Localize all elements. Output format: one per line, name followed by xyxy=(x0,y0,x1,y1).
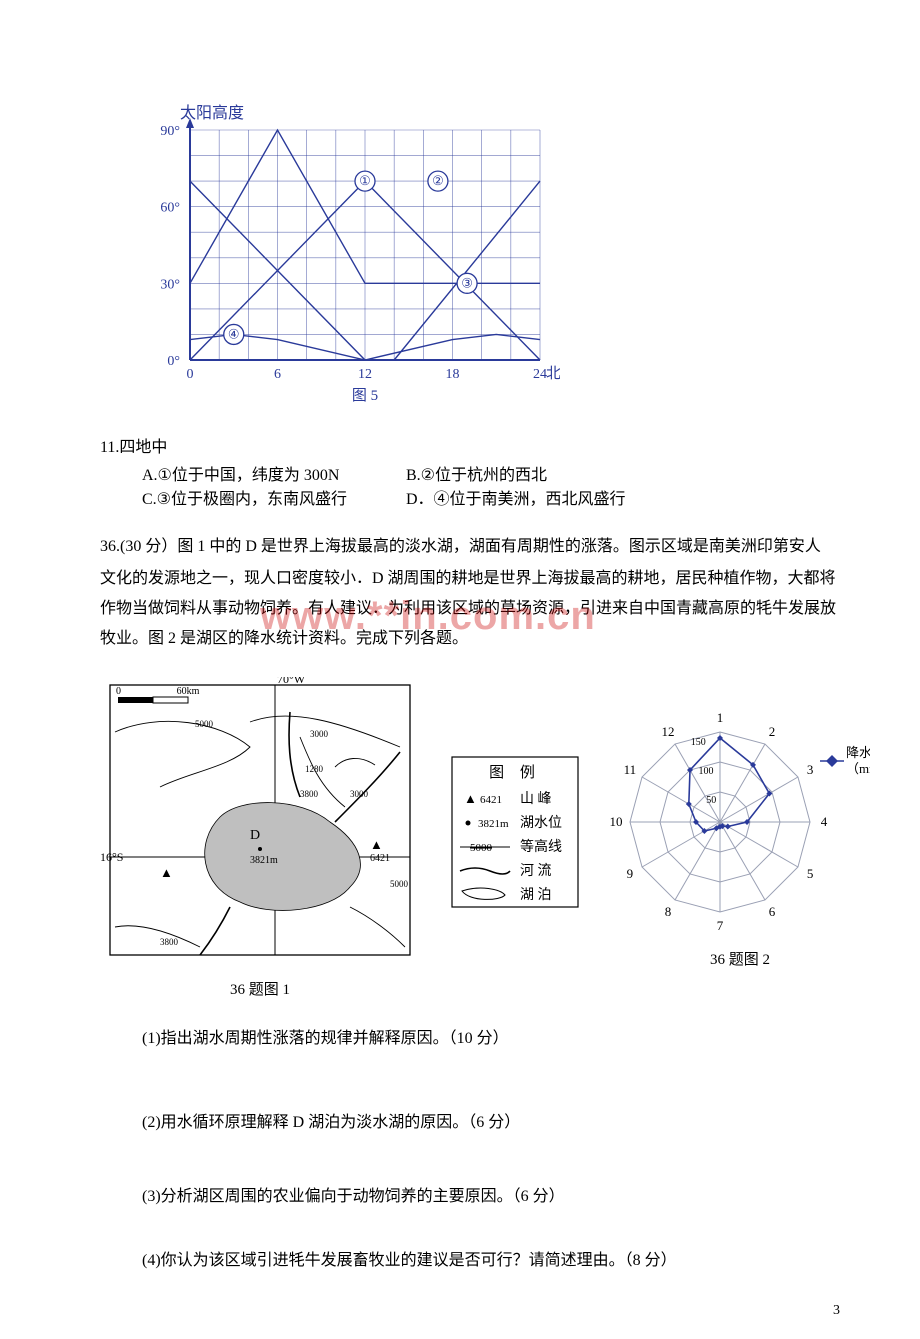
svg-text:12: 12 xyxy=(358,367,372,382)
q11-row1: A.①位于中国，纬度为 300N B.②位于杭州的西北 xyxy=(142,464,840,488)
q36-line2: 文化的发源地之一，现人口密度较小．D 湖周围的耕地是世界上海拔最高的耕地，居民种… xyxy=(100,564,840,655)
svg-text:④: ④ xyxy=(228,326,240,341)
svg-text:6: 6 xyxy=(769,904,776,919)
svg-text:D: D xyxy=(250,828,260,843)
svg-text:3000: 3000 xyxy=(350,789,369,799)
q11-row2: C.③位于极圈内，东南风盛行 D．④位于南美洲，西北风盛行 xyxy=(142,488,840,512)
svg-text:3800: 3800 xyxy=(160,937,179,947)
solar-altitude-chart: 太阳高度061218240°30°60°90°北京时间图 5①②③④ xyxy=(120,100,840,428)
svg-text:0: 0 xyxy=(187,367,194,382)
q36-sub1: (1)指出湖水周期性涨落的规律并解释原因。（10 分） xyxy=(142,1027,840,1051)
q11-optB: B.②位于杭州的西北 xyxy=(406,467,547,484)
svg-text:（mm）: （mm） xyxy=(846,761,870,776)
q11-number: 11. xyxy=(100,439,119,456)
q11-text: 四地中 xyxy=(119,439,167,456)
svg-text:山 峰: 山 峰 xyxy=(520,791,552,807)
svg-text:湖 泊: 湖 泊 xyxy=(520,887,552,903)
svg-text:90°: 90° xyxy=(160,124,180,139)
radar-caption: 36 题图 2 xyxy=(610,949,870,972)
svg-text:河 流: 河 流 xyxy=(520,863,552,879)
svg-text:150: 150 xyxy=(691,737,706,748)
q36-figures: 70°W16°S060kmD3821m▲▲6421500030001280380… xyxy=(100,677,840,1002)
svg-text:8: 8 xyxy=(665,904,672,919)
svg-text:等高线: 等高线 xyxy=(520,838,562,855)
svg-text:0: 0 xyxy=(116,686,121,697)
svg-text:▲: ▲ xyxy=(160,865,173,880)
q11-options: A.①位于中国，纬度为 300N B.②位于杭州的西北 C.③位于极圈内，东南风… xyxy=(142,464,840,512)
q36-legend: 图 例 ▲6421 山 峰 3821m 湖水位 5000 等高线河 流湖 泊 xyxy=(450,755,580,923)
q11-optC: C.③位于极圈内，东南风盛行 xyxy=(142,488,402,512)
svg-text:30°: 30° xyxy=(160,277,180,292)
svg-text:70°W: 70°W xyxy=(277,677,306,686)
svg-text:3821m: 3821m xyxy=(250,855,278,866)
q36-stem: 36.(30 分）图 1 中的 D 是世界上海拔最高的淡水湖，湖面有周期性的涨落… xyxy=(100,530,840,564)
svg-text:3: 3 xyxy=(807,762,814,777)
q36-line1: (30 分）图 1 中的 D 是世界上海拔最高的淡水湖，湖面有周期性的涨落。图示… xyxy=(120,538,821,555)
q36-sub2: (2)用水循环原理解释 D 湖泊为淡水湖的原因。（6 分） xyxy=(142,1111,840,1135)
q11-optA: A.①位于中国，纬度为 300N xyxy=(142,464,402,488)
svg-text:5000: 5000 xyxy=(470,842,493,854)
svg-text:10: 10 xyxy=(610,814,623,829)
svg-text:60km: 60km xyxy=(177,686,200,697)
svg-text:③: ③ xyxy=(461,275,473,290)
q11-stem: 11.四地中 xyxy=(100,436,840,460)
q36-map-container: 70°W16°S060kmD3821m▲▲6421500030001280380… xyxy=(100,677,420,1002)
svg-text:6: 6 xyxy=(274,367,281,382)
svg-text:▲: ▲ xyxy=(370,837,383,852)
svg-text:3000: 3000 xyxy=(310,729,329,739)
svg-text:湖水位: 湖水位 xyxy=(520,815,562,831)
svg-text:1280: 1280 xyxy=(305,764,324,774)
svg-text:降水量: 降水量 xyxy=(846,745,870,760)
exam-page: 太阳高度061218240°30°60°90°北京时间图 5①②③④ 11.四地… xyxy=(0,0,920,1339)
svg-text:5000: 5000 xyxy=(390,879,409,889)
svg-text:图 例: 图 例 xyxy=(489,764,541,781)
svg-text:3821m: 3821m xyxy=(478,818,509,830)
map-caption: 36 题图 1 xyxy=(100,979,420,1002)
svg-text:60°: 60° xyxy=(160,201,180,216)
svg-text:16°S: 16°S xyxy=(100,850,123,864)
q36-radar-container: 12345678910111250100150降水量（mm） 36 题图 2 xyxy=(610,707,870,972)
svg-text:4: 4 xyxy=(821,814,828,829)
svg-text:②: ② xyxy=(432,173,444,188)
svg-text:①: ① xyxy=(359,173,371,188)
svg-text:▲: ▲ xyxy=(464,791,477,806)
svg-text:18: 18 xyxy=(446,367,460,382)
svg-text:北京时间: 北京时间 xyxy=(546,365,560,382)
q36-sub3: (3)分析湖区周围的农业偏向于动物饲养的主要原因。（6 分） xyxy=(142,1185,840,1209)
svg-text:1: 1 xyxy=(717,710,724,725)
q36-sub4: (4)你认为该区域引进牦牛发展畜牧业的建议是否可行？请简述理由。（8 分） xyxy=(142,1249,840,1273)
svg-text:5: 5 xyxy=(807,866,814,881)
svg-text:0°: 0° xyxy=(167,354,180,369)
q36-number: 36. xyxy=(100,538,120,555)
svg-text:6421: 6421 xyxy=(370,853,390,864)
q11-optD: D．④位于南美洲，西北风盛行 xyxy=(406,491,626,508)
svg-text:24: 24 xyxy=(533,367,547,382)
svg-text:9: 9 xyxy=(627,866,634,881)
svg-text:50: 50 xyxy=(706,795,716,806)
svg-text:12: 12 xyxy=(662,724,675,739)
svg-text:5000: 5000 xyxy=(195,719,214,729)
page-number: 3 xyxy=(833,1300,840,1321)
svg-text:2: 2 xyxy=(769,724,776,739)
svg-text:7: 7 xyxy=(717,918,724,933)
svg-text:6421: 6421 xyxy=(480,794,502,806)
svg-text:11: 11 xyxy=(624,762,637,777)
svg-text:100: 100 xyxy=(698,766,713,777)
svg-text:图 5: 图 5 xyxy=(352,387,378,404)
svg-text:3800: 3800 xyxy=(300,789,319,799)
